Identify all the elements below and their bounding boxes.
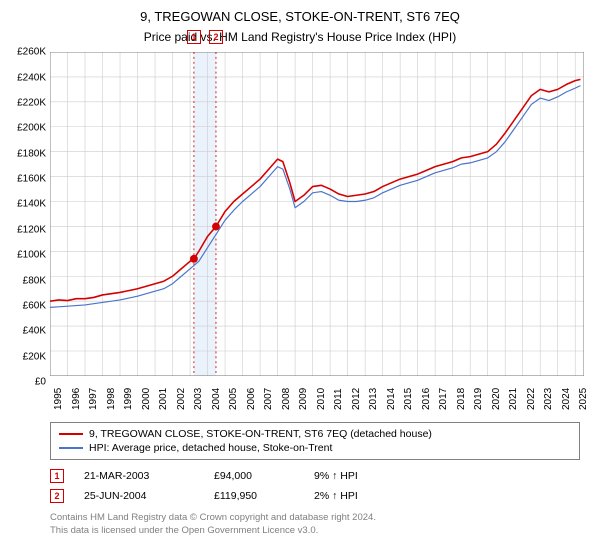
- y-tick-label: £60K: [23, 301, 50, 312]
- y-tick-label: £120K: [17, 224, 50, 235]
- x-tick-label: 2022: [526, 388, 537, 410]
- legend-label-blue: HPI: Average price, detached house, Stok…: [89, 442, 332, 454]
- x-tick-label: 2007: [263, 388, 274, 410]
- x-tick-label: 2018: [456, 388, 467, 410]
- legend-label-red: 9, TREGOWAN CLOSE, STOKE-ON-TRENT, ST6 7…: [89, 428, 432, 440]
- chart-svg: [50, 52, 584, 376]
- sale-hpi: 2% ↑ HPI: [314, 490, 394, 502]
- x-tick-label: 2001: [158, 388, 169, 410]
- y-tick-label: £100K: [17, 250, 50, 261]
- x-tick-label: 2021: [508, 388, 519, 410]
- y-tick-label: £20K: [23, 351, 50, 362]
- sales-list: 1 21-MAR-2003 £94,000 9% ↑ HPI 2 25-JUN-2004 £…: [50, 466, 580, 506]
- chart-subtitle: Price paid vs. HM Land Registry's House …: [10, 30, 590, 44]
- y-tick-label: £260K: [17, 47, 50, 58]
- sale-marker-badge: 2: [209, 30, 223, 44]
- y-tick-label: £160K: [17, 174, 50, 185]
- sale-row: 1 21-MAR-2003 £94,000 9% ↑ HPI: [50, 466, 580, 486]
- footer: Contains HM Land Registry data © Crown c…: [50, 512, 580, 537]
- chart-title: 9, TREGOWAN CLOSE, STOKE-ON-TRENT, ST6 7…: [10, 8, 590, 26]
- x-tick-label: 2000: [141, 388, 152, 410]
- y-tick-label: £80K: [23, 275, 50, 286]
- x-tick-label: 2011: [333, 389, 344, 411]
- chart-container: 9, TREGOWAN CLOSE, STOKE-ON-TRENT, ST6 7…: [0, 0, 600, 560]
- y-tick-label: £200K: [17, 123, 50, 134]
- x-tick-label: 1997: [88, 388, 99, 410]
- x-tick-label: 1998: [106, 388, 117, 410]
- y-tick-label: £40K: [23, 326, 50, 337]
- x-tick-label: 2014: [386, 388, 397, 410]
- x-tick-label: 2008: [281, 388, 292, 410]
- y-tick-label: £140K: [17, 199, 50, 210]
- sale-row: 2 25-JUN-2004 £119,950 2% ↑ HPI: [50, 486, 580, 506]
- x-tick-label: 2004: [211, 388, 222, 410]
- x-tick-label: 2009: [298, 388, 309, 410]
- legend-item-blue: HPI: Average price, detached house, Stok…: [59, 441, 571, 455]
- x-tick-label: 2017: [438, 388, 449, 410]
- y-tick-label: £180K: [17, 148, 50, 159]
- x-tick-label: 2016: [421, 388, 432, 410]
- x-tick-label: 2025: [578, 388, 589, 410]
- x-tick-label: 2019: [473, 388, 484, 410]
- sale-marker-badge: 1: [187, 30, 201, 44]
- x-tick-label: 2015: [403, 388, 414, 410]
- footer-line-2: This data is licensed under the Open Gov…: [50, 525, 580, 537]
- sale-marker-icon: 2: [50, 489, 64, 503]
- sale-price: £94,000: [214, 470, 294, 482]
- sale-marker-icon: 1: [50, 469, 64, 483]
- y-tick-label: £240K: [17, 72, 50, 83]
- x-tick-label: 2006: [246, 388, 257, 410]
- x-tick-label: 2024: [561, 388, 572, 410]
- x-tick-label: 1999: [123, 388, 134, 410]
- sale-price: £119,950: [214, 490, 294, 502]
- sale-date: 21-MAR-2003: [84, 470, 194, 482]
- chart-plot-area: £0£20K£40K£60K£80K£100K£120K£140K£160K£1…: [50, 52, 584, 382]
- x-tick-label: 1996: [71, 388, 82, 410]
- legend-swatch-red: [59, 433, 83, 435]
- x-tick-label: 2020: [491, 388, 502, 410]
- y-tick-label: £0: [35, 377, 50, 388]
- sale-date: 25-JUN-2004: [84, 490, 194, 502]
- sale-hpi: 9% ↑ HPI: [314, 470, 394, 482]
- x-axis-labels: 1995 1996 1997 1998 1999 2000 2001 2002 2003 2004…: [50, 382, 584, 416]
- x-tick-label: 2012: [351, 388, 362, 410]
- x-tick-label: 2005: [228, 388, 239, 410]
- legend-item-red: 9, TREGOWAN CLOSE, STOKE-ON-TRENT, ST6 7…: [59, 427, 571, 441]
- x-tick-label: 1995: [53, 388, 64, 410]
- legend: 9, TREGOWAN CLOSE, STOKE-ON-TRENT, ST6 7…: [50, 422, 580, 460]
- y-tick-label: £220K: [17, 97, 50, 108]
- legend-swatch-blue: [59, 447, 83, 449]
- x-tick-label: 2003: [193, 388, 204, 410]
- x-tick-label: 2023: [543, 388, 554, 410]
- footer-line-1: Contains HM Land Registry data © Crown c…: [50, 512, 580, 524]
- x-tick-label: 2002: [176, 388, 187, 410]
- x-tick-label: 2013: [368, 388, 379, 410]
- x-tick-label: 2010: [316, 388, 327, 410]
